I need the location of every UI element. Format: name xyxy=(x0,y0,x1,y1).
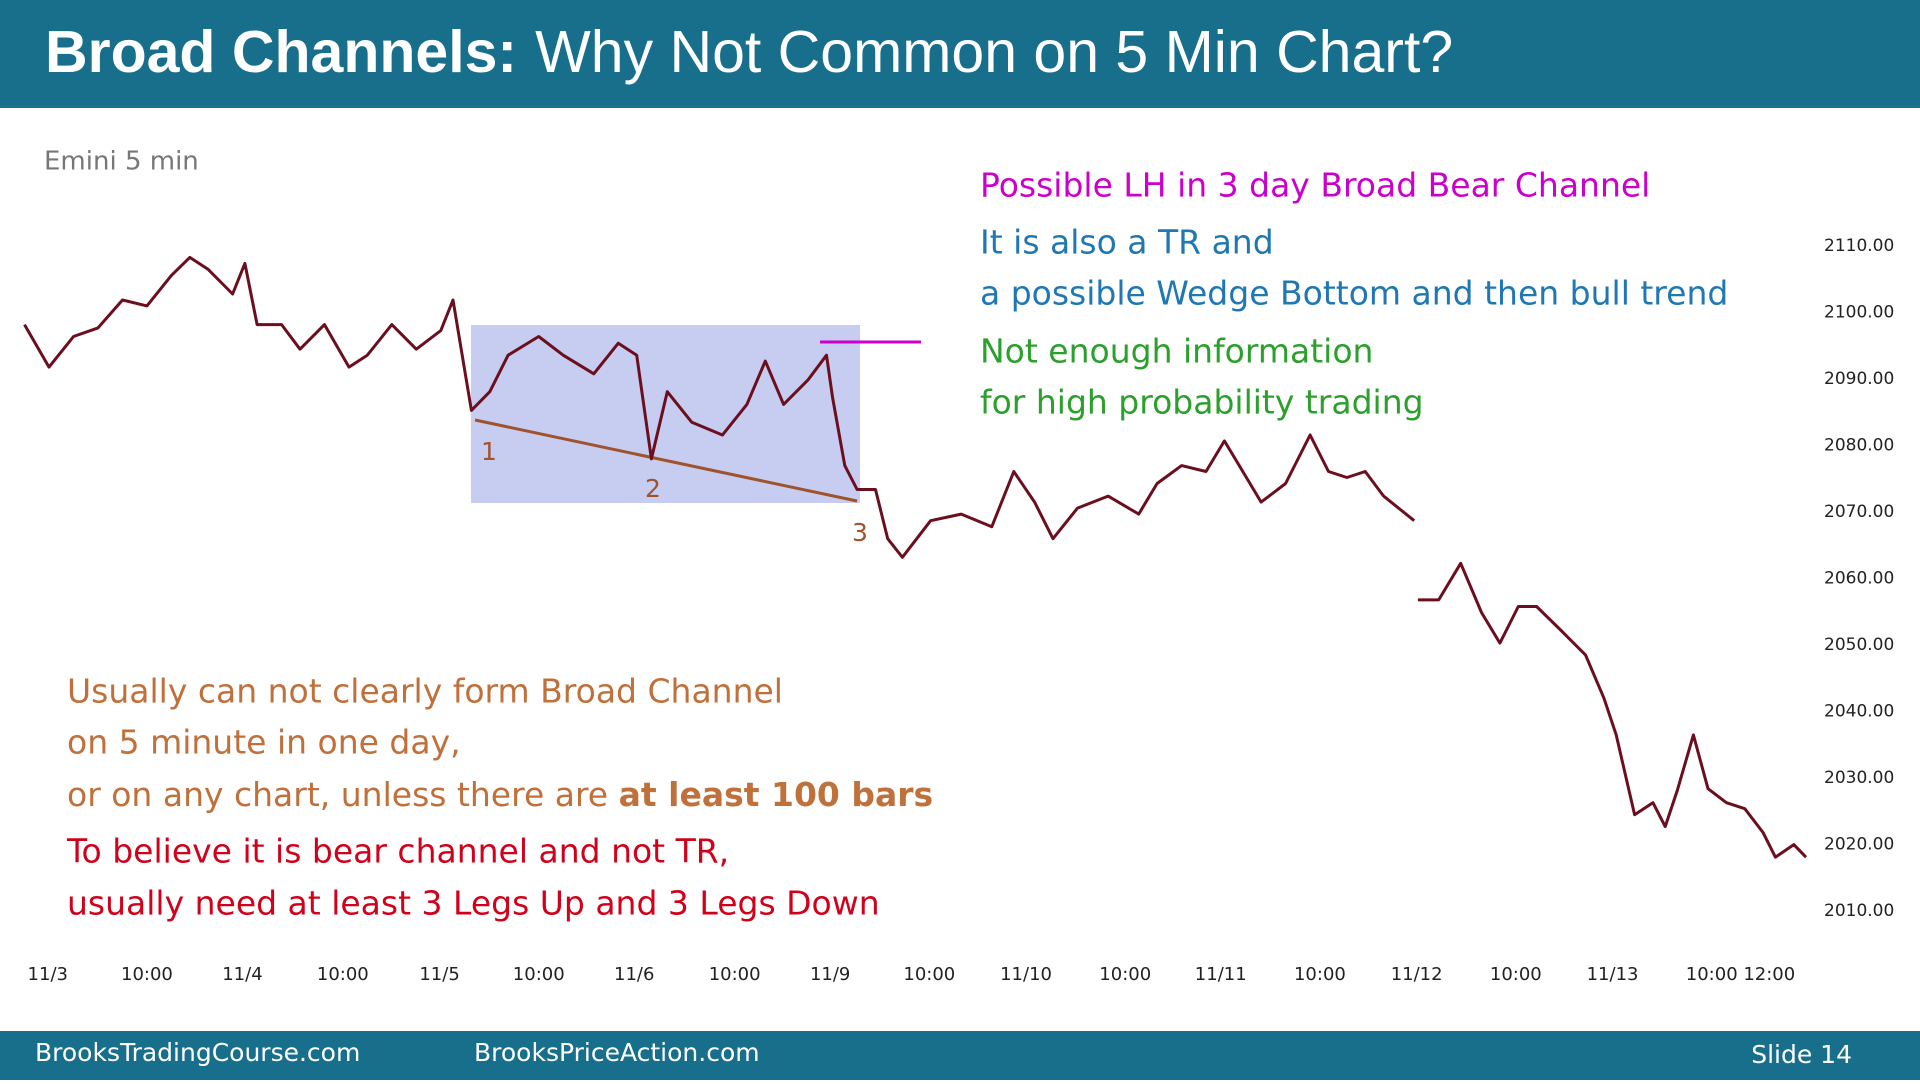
y-tick-label: 2050.00 xyxy=(1824,635,1894,655)
y-tick-label: 2040.00 xyxy=(1824,702,1894,722)
y-tick-label: 2110.00 xyxy=(1824,236,1894,256)
note-red: To believe it is bear channel and not TR… xyxy=(66,832,729,871)
x-tick-label: 10:00 xyxy=(1490,964,1542,985)
x-tick-label: 10:00 xyxy=(513,964,565,985)
wedge-line xyxy=(474,418,858,503)
point-label: 3 xyxy=(852,518,868,547)
note-blue: a possible Wedge Bottom and then bull tr… xyxy=(980,274,1728,313)
x-tick-label: 11/10 xyxy=(1000,964,1052,985)
point-label: 2 xyxy=(645,474,661,503)
plot: 2110.00 2100.00 2090.00 2080.00 2070.00 2060.… xyxy=(23,236,1894,985)
x-tick-label: 10:00 xyxy=(903,964,955,985)
trading-range-box xyxy=(471,325,860,503)
note-green: Not enough information xyxy=(980,332,1373,371)
note-orange: Usually can not clearly form Broad Chann… xyxy=(67,672,783,711)
header-bar xyxy=(0,0,1920,108)
note-red: usually need at least 3 Legs Up and 3 Le… xyxy=(67,884,880,923)
note-orange: or on any chart, unless there are at lea… xyxy=(67,775,933,814)
x-tick-label: 11/11 xyxy=(1195,964,1247,985)
x-tick-label: 12:00 xyxy=(1743,964,1795,985)
note-orange-bold: at least 100 bars xyxy=(619,775,934,814)
point-label: 1 xyxy=(481,437,497,466)
y-tick-label: 2060.00 xyxy=(1824,569,1894,589)
x-tick-label: 11/12 xyxy=(1391,964,1443,985)
x-tick-label: 10:00 xyxy=(1686,964,1738,985)
chart-title: Emini 5 min xyxy=(44,147,199,177)
note-green: for high probability trading xyxy=(980,383,1424,422)
x-tick-label: 11/5 xyxy=(419,964,459,985)
title-bold: Broad Channels: xyxy=(45,19,517,85)
x-tick-label: 11/4 xyxy=(222,964,262,985)
x-tick-label: 11/6 xyxy=(614,964,654,985)
slide-title: Broad Channels: Why Not Common on 5 Min C… xyxy=(45,19,1453,85)
x-tick-label: 10:00 xyxy=(317,964,369,985)
x-tick-label: 11/9 xyxy=(810,964,850,985)
y-tick-label: 2090.00 xyxy=(1824,369,1894,389)
footer-left: BrooksTradingCourse.com xyxy=(35,1038,360,1067)
note-orange-part: or on any chart, unless there are xyxy=(67,775,619,814)
y-tick-label: 2070.00 xyxy=(1824,502,1894,522)
y-tick-label: 2030.00 xyxy=(1824,768,1894,788)
x-tick-label: 11/3 xyxy=(28,964,68,985)
footer-bar xyxy=(0,1031,1920,1080)
x-tick-label: 10:00 xyxy=(1294,964,1346,985)
footer-right: Slide 14 xyxy=(1751,1040,1852,1069)
x-tick-label: 10:00 xyxy=(709,964,761,985)
y-tick-label: 2080.00 xyxy=(1824,436,1894,456)
y-tick-label: 2100.00 xyxy=(1824,303,1894,323)
note-magenta: Possible LH in 3 day Broad Bear Channel xyxy=(980,166,1650,205)
footer-middle: BrooksPriceAction.com xyxy=(474,1038,760,1067)
note-blue: It is also a TR and xyxy=(980,223,1274,262)
y-tick-label: 2010.00 xyxy=(1824,901,1894,921)
title-rest: Why Not Common on 5 Min Chart? xyxy=(535,19,1453,85)
note-orange: on 5 minute in one day, xyxy=(67,723,461,762)
y-tick-label: 2020.00 xyxy=(1824,835,1894,855)
x-tick-label: 10:00 xyxy=(1099,964,1151,985)
price-line xyxy=(23,255,1808,859)
x-tick-label: 11/13 xyxy=(1587,964,1639,985)
x-tick-label: 10:00 xyxy=(121,964,173,985)
